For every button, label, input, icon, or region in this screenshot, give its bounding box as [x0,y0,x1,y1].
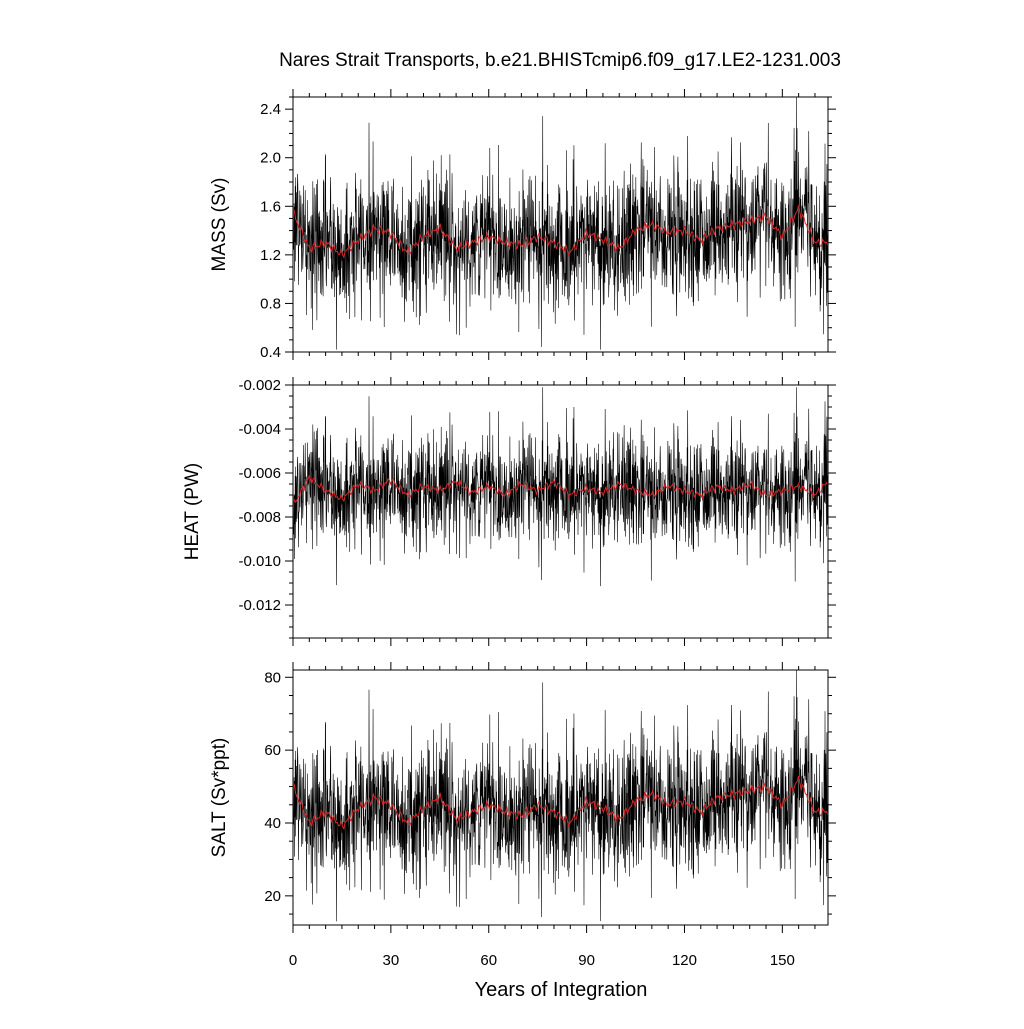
salt-y-axis-label: SALT (Sv*ppt) [209,738,230,858]
heat-plot-frame [292,384,829,639]
mass-plot-frame [292,96,829,353]
y-tick-label: -0.004 [238,421,281,438]
y-tick-label: 1.2 [260,247,281,264]
chart-title: Nares Strait Transports, b.e21.BHISTcmip… [279,50,841,71]
mass-y-axis-label: MASS (Sv) [209,178,230,272]
x-tick-label: 0 [289,952,297,969]
y-tick-label: -0.012 [238,597,281,614]
x-tick-label: 120 [672,952,697,969]
y-tick-label: -0.002 [238,377,281,394]
x-tick-label: 90 [578,952,595,969]
x-tick-label: 60 [480,952,497,969]
salt-panel: 20 40 60 80 0 30 60 90 120 150 SALT (Sv*ppt) [209,662,836,969]
y-tick-label: 2.4 [260,101,281,118]
heat-panel: -0.012 -0.010 -0.008 -0.006 -0.004 -0.002 HEAT… [182,377,836,646]
x-tick-label: 150 [770,952,795,969]
heat-smoothed-series-line [293,474,828,507]
y-tick-label: -0.008 [238,509,281,526]
mass-raw-series-line [293,97,828,350]
y-tick-label: 40 [264,815,281,832]
y-tick-label: 80 [264,669,281,686]
salt-smoothed-series-line [293,775,828,831]
salt-raw-series-line [293,670,828,922]
y-tick-label: 0.4 [260,344,281,361]
mass-panel: 0.4 0.8 1.2 1.6 2.0 2.4 MASS (Sv) [209,89,836,361]
x-tick-label: 30 [383,952,400,969]
heat-raw-series-line [293,387,828,587]
y-tick-label: 0.8 [260,295,281,312]
heat-y-axis-label: HEAT (PW) [182,463,203,560]
y-tick-label: -0.010 [238,553,281,570]
y-tick-label: 2.0 [260,150,281,167]
mass-smoothed-series-line [293,205,828,259]
y-tick-label: 20 [264,888,281,905]
y-tick-label: -0.006 [238,465,281,482]
salt-plot-frame [292,669,829,926]
y-tick-label: 1.6 [260,198,281,215]
x-axis-label: Years of Integration [475,979,648,1001]
y-tick-label: 60 [264,742,281,759]
